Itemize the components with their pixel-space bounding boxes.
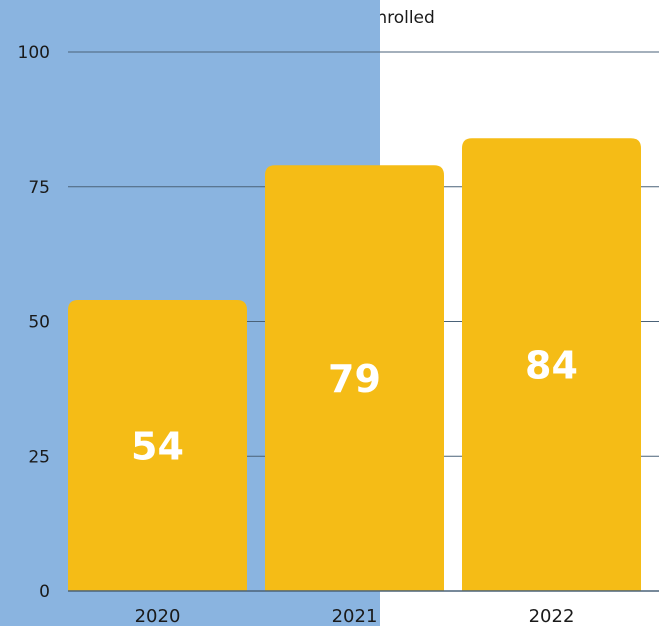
x-tick-label: 2020 xyxy=(135,606,181,626)
x-tick-label: 2021 xyxy=(332,606,378,626)
bar-value-label: 54 xyxy=(131,424,184,468)
bar xyxy=(462,138,641,592)
x-tick-label: 2022 xyxy=(529,606,575,626)
bar-value-label: 79 xyxy=(328,357,381,401)
bar-value-label: 84 xyxy=(525,344,578,388)
y-tick-label: 100 xyxy=(18,43,50,63)
y-tick-label: 50 xyxy=(28,313,50,333)
bar xyxy=(68,299,247,591)
y-tick-label: 25 xyxy=(28,447,50,467)
y-tick-label: 75 xyxy=(28,178,50,198)
y-tick-label: 0 xyxy=(39,582,50,602)
bar xyxy=(265,165,444,591)
